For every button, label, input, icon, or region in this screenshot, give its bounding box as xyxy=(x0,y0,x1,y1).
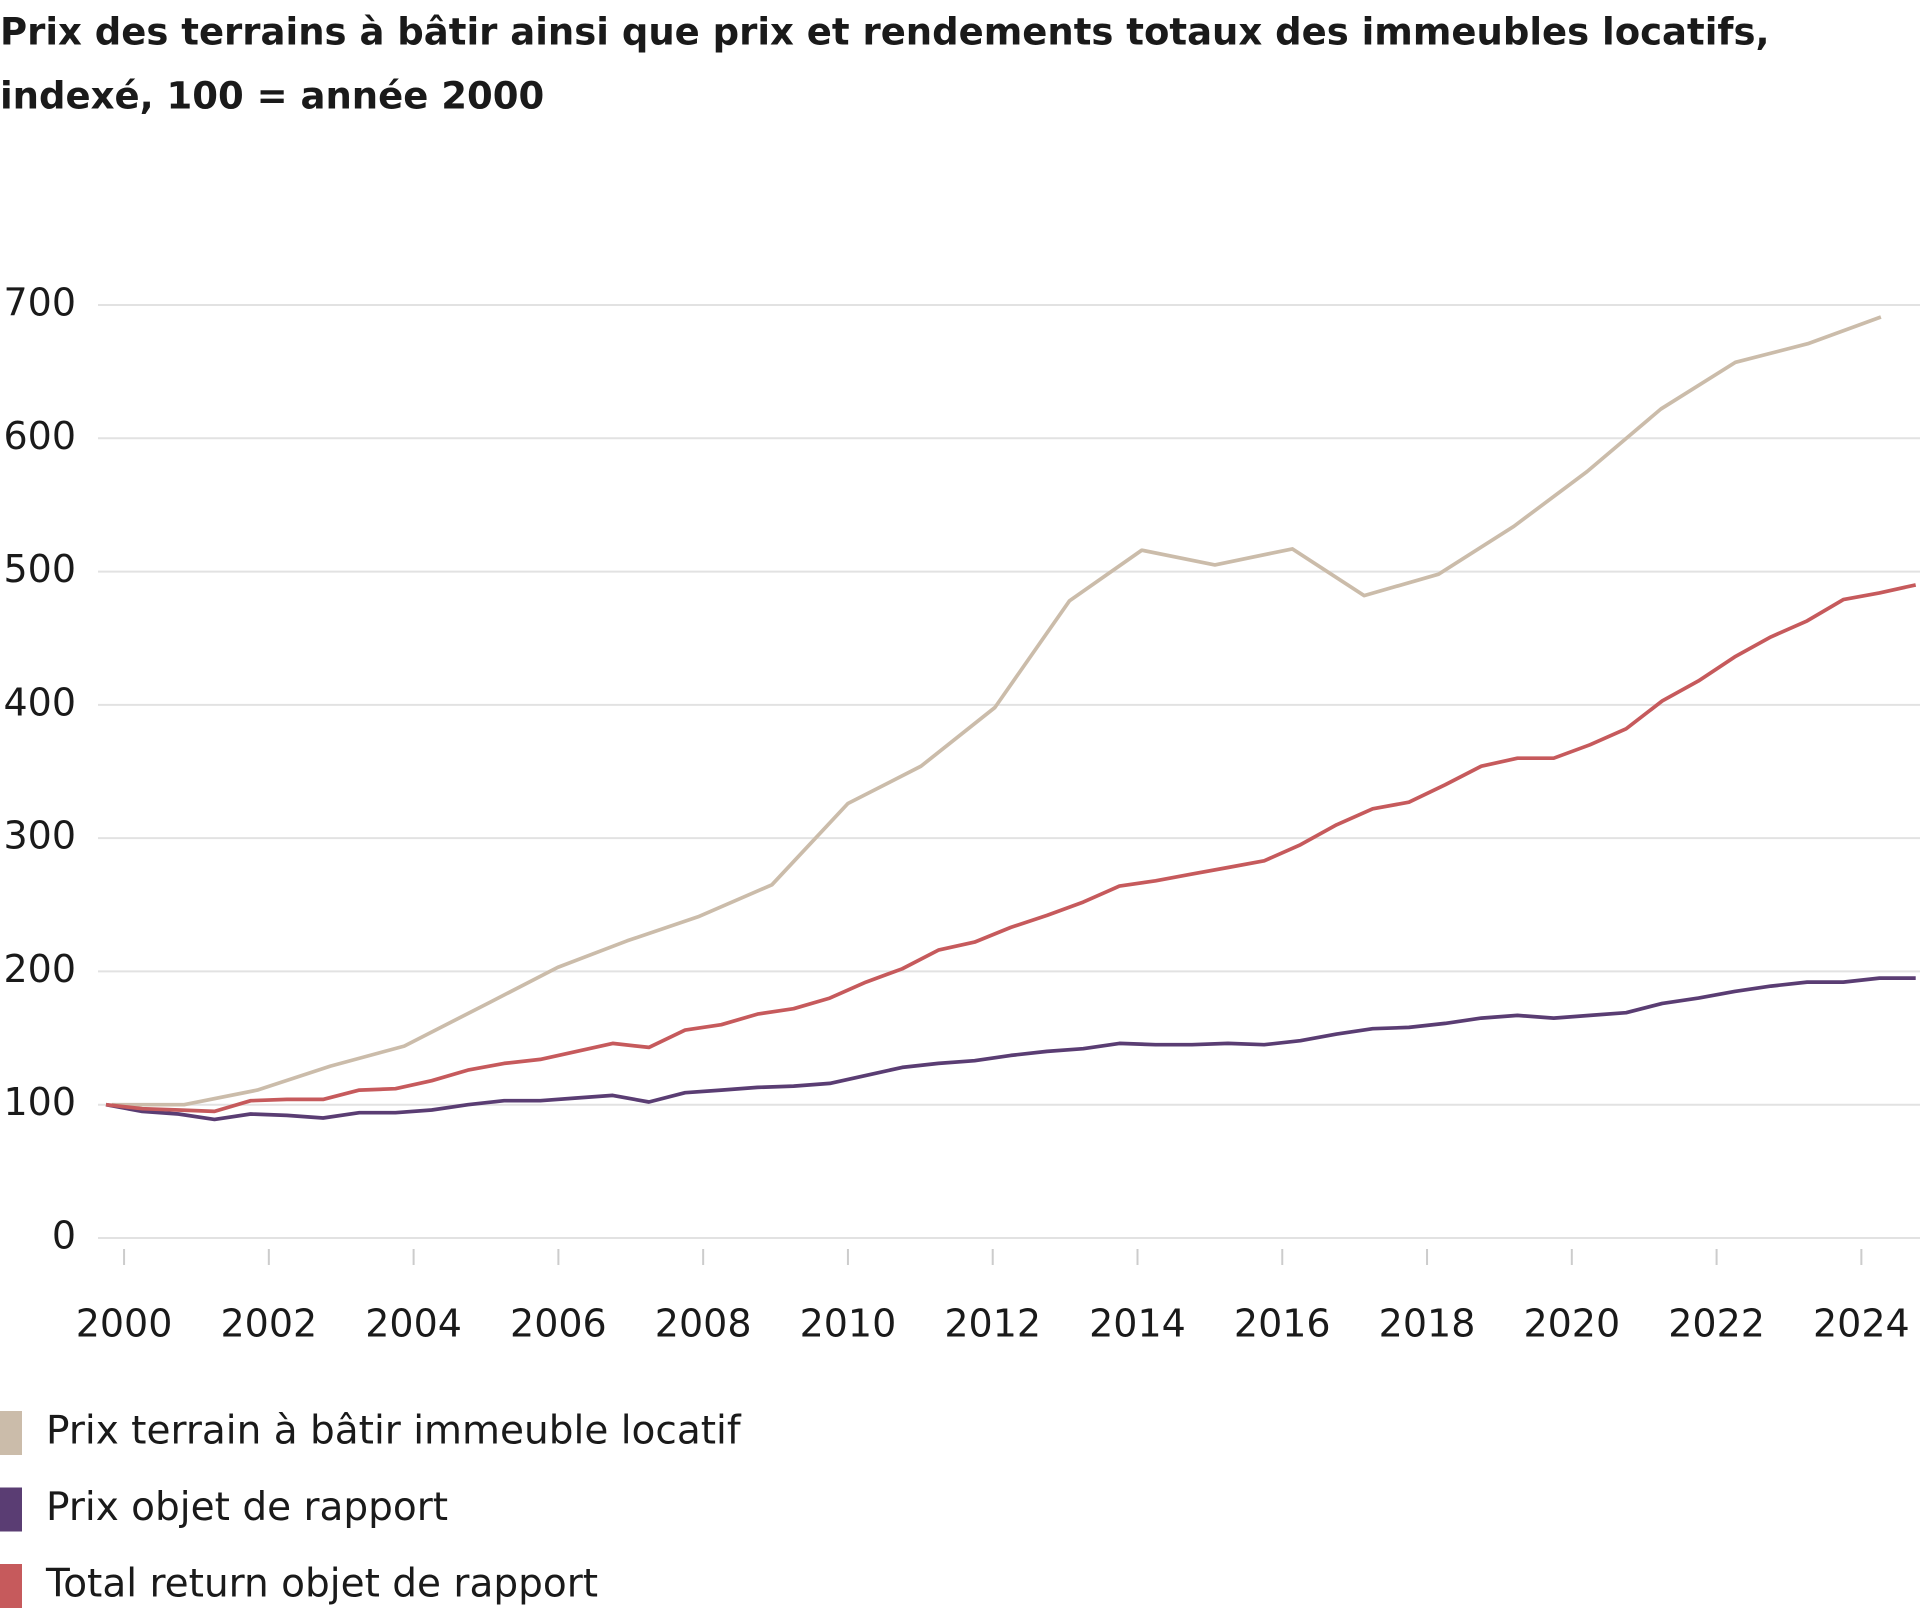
x-tick-label: 2006 xyxy=(510,1302,607,1346)
x-tick-label: 2010 xyxy=(800,1302,897,1346)
legend-label: Prix terrain à bâtir immeuble locatif xyxy=(46,1409,742,1454)
y-tick-label: 300 xyxy=(3,814,76,858)
x-tick-label: 2002 xyxy=(220,1302,317,1346)
series-line xyxy=(111,315,1882,1107)
x-tick-label: 2008 xyxy=(655,1302,752,1346)
legend-swatch xyxy=(0,1487,22,1532)
chart-title: Prix des terrains à bâtir ainsi que prix… xyxy=(0,11,1770,54)
y-tick-label: 0 xyxy=(52,1214,76,1258)
legend-label: Total return objet de rapport xyxy=(45,1562,598,1607)
y-tick-label: 200 xyxy=(3,947,76,991)
x-tick-label: 2004 xyxy=(365,1302,462,1346)
x-tick-label: 2000 xyxy=(76,1302,173,1346)
legend-label: Prix objet de rapport xyxy=(46,1485,448,1530)
x-tick-label: 2020 xyxy=(1523,1302,1620,1346)
y-tick-label: 100 xyxy=(3,1080,76,1124)
x-tick-label: 2014 xyxy=(1089,1302,1186,1346)
x-tick-label: 2022 xyxy=(1668,1302,1765,1346)
x-tick-label: 2024 xyxy=(1813,1302,1910,1346)
x-tick-label: 2016 xyxy=(1234,1302,1331,1346)
legend-swatch xyxy=(0,1564,22,1608)
legend-swatch xyxy=(0,1411,22,1455)
y-tick-label: 400 xyxy=(3,680,76,724)
series-line xyxy=(105,583,1917,1114)
chart-subtitle: indexé, 100 = année 2000 xyxy=(0,75,544,118)
x-tick-label: 2018 xyxy=(1379,1302,1476,1346)
y-tick-label: 600 xyxy=(3,414,76,458)
y-tick-label: 700 xyxy=(3,281,76,325)
y-tick-label: 500 xyxy=(3,547,76,591)
x-tick-label: 2012 xyxy=(944,1302,1041,1346)
series-line xyxy=(105,976,1916,1122)
